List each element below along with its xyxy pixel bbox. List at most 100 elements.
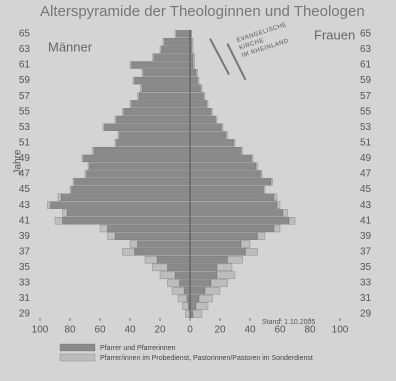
x-tick-label: 40 xyxy=(124,325,136,336)
x-tick-label: 40 xyxy=(244,325,256,336)
legend-label: Pfarrer/innen im Probedienst, Pastorinne… xyxy=(100,355,313,362)
bar-men xyxy=(123,108,125,115)
bar-women xyxy=(193,54,195,61)
y-tick-label: 51 xyxy=(19,138,31,149)
bar-women xyxy=(190,225,274,232)
y-tick-label: 57 xyxy=(19,91,31,102)
bar-women xyxy=(190,217,289,224)
y-tick-label: 61 xyxy=(19,60,31,71)
y-tick-label: 39 xyxy=(19,231,31,242)
bar-women xyxy=(271,178,273,185)
bar-men xyxy=(84,155,191,162)
y-tick-label: 29 xyxy=(19,309,31,320)
y-tick-label: 49 xyxy=(360,153,372,164)
bar-women xyxy=(211,108,213,115)
bar-women xyxy=(190,132,226,139)
bar-men xyxy=(124,108,190,115)
y-tick-label: 53 xyxy=(19,122,31,133)
bar-women xyxy=(217,264,232,271)
bar-men xyxy=(118,132,120,139)
bar-women xyxy=(228,256,243,263)
legend-label: Pfarrer und Pfarrerinnen xyxy=(100,345,176,352)
bar-men xyxy=(163,38,165,45)
bar-women xyxy=(226,132,228,139)
bar-women xyxy=(190,311,193,318)
bar-men xyxy=(153,54,155,61)
bar-women xyxy=(241,147,243,154)
bar-men xyxy=(157,256,190,263)
bar-men xyxy=(63,217,191,224)
x-tick-label: 20 xyxy=(214,325,226,336)
bar-women xyxy=(190,233,258,240)
bar-women xyxy=(204,93,206,100)
y-tick-label: 45 xyxy=(360,184,372,195)
bar-men xyxy=(93,147,95,154)
bar-women xyxy=(190,272,217,279)
bar-men xyxy=(172,287,184,294)
bar-men xyxy=(115,139,117,146)
y-tick-label: 33 xyxy=(360,278,372,289)
bar-men xyxy=(141,85,143,92)
y-tick-label: 59 xyxy=(360,75,372,86)
bar-women xyxy=(198,77,200,84)
bar-men xyxy=(142,69,144,76)
x-tick-label: 100 xyxy=(32,325,49,336)
bar-men xyxy=(130,100,132,107)
bar-men xyxy=(168,264,191,271)
bar-men xyxy=(138,93,140,100)
bar-women xyxy=(190,303,196,310)
bar-women xyxy=(216,116,218,123)
y-tick-label: 41 xyxy=(19,215,31,226)
bar-women xyxy=(207,100,209,107)
y-tick-label: 41 xyxy=(360,215,372,226)
bar-men xyxy=(63,209,68,216)
bar-men xyxy=(51,202,191,209)
bar-men xyxy=(117,139,191,146)
bar-women xyxy=(241,241,250,248)
y-tick-label: 43 xyxy=(360,200,372,211)
y-tick-label: 65 xyxy=(360,29,372,40)
bar-men xyxy=(103,124,105,131)
bar-men xyxy=(186,311,191,318)
bar-women xyxy=(190,194,274,201)
bar-women xyxy=(289,217,295,224)
y-tick-label: 33 xyxy=(19,278,31,289)
bar-women xyxy=(201,85,203,92)
y-tick-label: 55 xyxy=(19,106,31,117)
legend-swatch xyxy=(60,354,95,361)
bar-women xyxy=(196,303,208,310)
bar-women xyxy=(190,147,241,154)
bar-women xyxy=(190,139,234,146)
bar-men xyxy=(162,46,191,53)
y-tick-label: 49 xyxy=(19,153,31,164)
bar-men xyxy=(165,38,191,45)
bar-women xyxy=(217,272,235,279)
bar-men xyxy=(105,124,191,131)
bar-men xyxy=(115,116,117,123)
bar-women xyxy=(234,139,236,146)
bar-men xyxy=(154,54,190,61)
bar-men xyxy=(175,30,177,37)
bar-men xyxy=(144,69,191,76)
bar-women xyxy=(190,186,264,193)
bar-men xyxy=(88,163,90,170)
y-tick-label: 51 xyxy=(360,138,372,149)
bar-men xyxy=(90,163,191,170)
chart: Alterspyramide der Theologinnen und Theo… xyxy=(0,0,396,381)
y-tick-label: 59 xyxy=(19,75,31,86)
bar-women xyxy=(190,209,283,216)
bar-women xyxy=(283,209,288,216)
bar-women xyxy=(190,54,193,61)
y-tick-label: 43 xyxy=(19,200,31,211)
bar-women xyxy=(190,287,205,294)
bar-women xyxy=(190,202,277,209)
bar-women xyxy=(190,155,252,162)
bar-women xyxy=(274,225,280,232)
bar-women xyxy=(192,38,194,45)
bar-men xyxy=(130,241,138,248)
bar-women xyxy=(192,46,194,53)
x-tick-label: 60 xyxy=(94,325,106,336)
bar-men xyxy=(72,186,191,193)
bar-women xyxy=(190,264,217,271)
y-tick-label: 65 xyxy=(19,29,31,40)
